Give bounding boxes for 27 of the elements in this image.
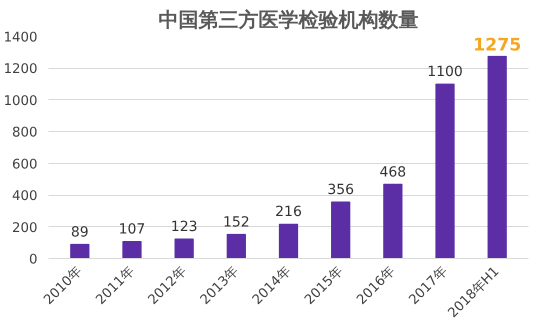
y-tick-label: 1000 <box>4 94 38 109</box>
y-tick-label: 1400 <box>4 30 38 46</box>
bar <box>278 224 298 258</box>
y-tick-label: 1200 <box>4 62 38 78</box>
bar <box>174 238 194 258</box>
bar <box>435 84 455 258</box>
bar <box>488 56 507 258</box>
data-label: 152 <box>222 214 250 230</box>
bar <box>122 241 142 258</box>
y-tick-label: 0 <box>29 252 38 268</box>
data-label: 89 <box>70 224 89 240</box>
y-tick-label: 200 <box>12 220 38 236</box>
data-label: 123 <box>170 218 198 235</box>
data-label: 107 <box>118 222 146 238</box>
y-tick-label: 400 <box>12 189 38 204</box>
data-label: 1100 <box>427 64 463 80</box>
data-label: 1275 <box>473 35 522 56</box>
bar <box>226 234 246 258</box>
data-label: 216 <box>275 204 302 220</box>
bar <box>70 244 90 258</box>
data-label: 356 <box>327 182 354 198</box>
data-label: 468 <box>379 164 406 180</box>
chart-title: 中国第三方医学检验机构数量 <box>158 8 418 32</box>
bar <box>383 184 402 258</box>
bar <box>331 202 350 258</box>
y-tick-label: 600 <box>12 157 38 172</box>
y-tick-label: 800 <box>12 126 38 141</box>
